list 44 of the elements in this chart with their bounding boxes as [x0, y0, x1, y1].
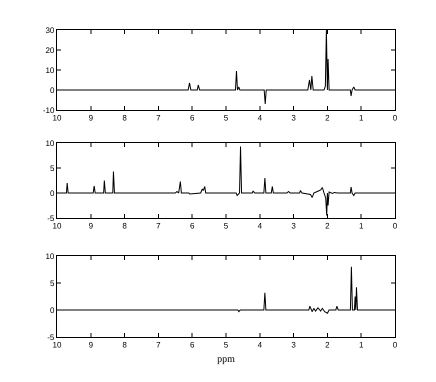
x-tick-label: 8	[122, 222, 128, 231]
y-tick-label: 0	[50, 306, 55, 315]
x-tick-label: 7	[156, 340, 162, 350]
x-tick-label: 6	[190, 114, 195, 123]
y-tick-label: 20	[45, 46, 55, 55]
x-tick-label: 2	[325, 340, 330, 350]
y-tick-label: -5	[47, 214, 55, 223]
x-tick-label: 5	[224, 340, 229, 350]
x-tick-label: 4	[258, 222, 263, 231]
x-tick-label: 6	[190, 340, 195, 350]
x-tick-label: 3	[291, 114, 296, 123]
y-tick-label: 30	[45, 26, 55, 35]
y-tick-label: 0	[50, 188, 55, 198]
y-tick-label: -10	[42, 106, 55, 115]
x-tick-label: 6	[190, 222, 195, 231]
x-tick-label: 9	[88, 222, 94, 231]
x-tick-label: 0	[392, 340, 398, 350]
x-tick-label: 8	[122, 114, 128, 123]
y-tick-label: 10	[45, 138, 55, 148]
x-tick-label: 7	[156, 114, 162, 123]
y-tick-label: 5	[50, 164, 55, 173]
x-tick-label: 2	[325, 222, 330, 231]
x-tick-label: 8	[122, 340, 128, 350]
x-tick-label: 7	[156, 222, 162, 231]
x-tick-label: 1	[358, 340, 364, 350]
y-tick-label: 0	[50, 86, 55, 95]
y-tick-label: -5	[47, 332, 55, 342]
x-tick-label: 4	[258, 114, 263, 123]
x-tick-label: 4	[258, 340, 263, 350]
x-tick-label: 2	[325, 114, 330, 123]
x-tick-label: 9	[88, 114, 94, 123]
y-tick-label: 5	[50, 278, 55, 288]
x-tick-label: 5	[224, 222, 229, 231]
y-tick-label: 10	[45, 252, 55, 261]
y-tick-label: 10	[45, 66, 55, 75]
x-tick-label: 3	[291, 340, 296, 350]
x-tick-label: 0	[392, 222, 398, 231]
x-tick-label: 1	[358, 222, 364, 231]
x-tick-label: 5	[224, 114, 229, 123]
x-tick-label: 1	[358, 114, 364, 123]
x-axis-title: ppm	[217, 354, 236, 366]
x-tick-label: 9	[88, 340, 94, 350]
x-tick-label: 3	[291, 222, 296, 231]
x-tick-label: 0	[392, 114, 398, 123]
